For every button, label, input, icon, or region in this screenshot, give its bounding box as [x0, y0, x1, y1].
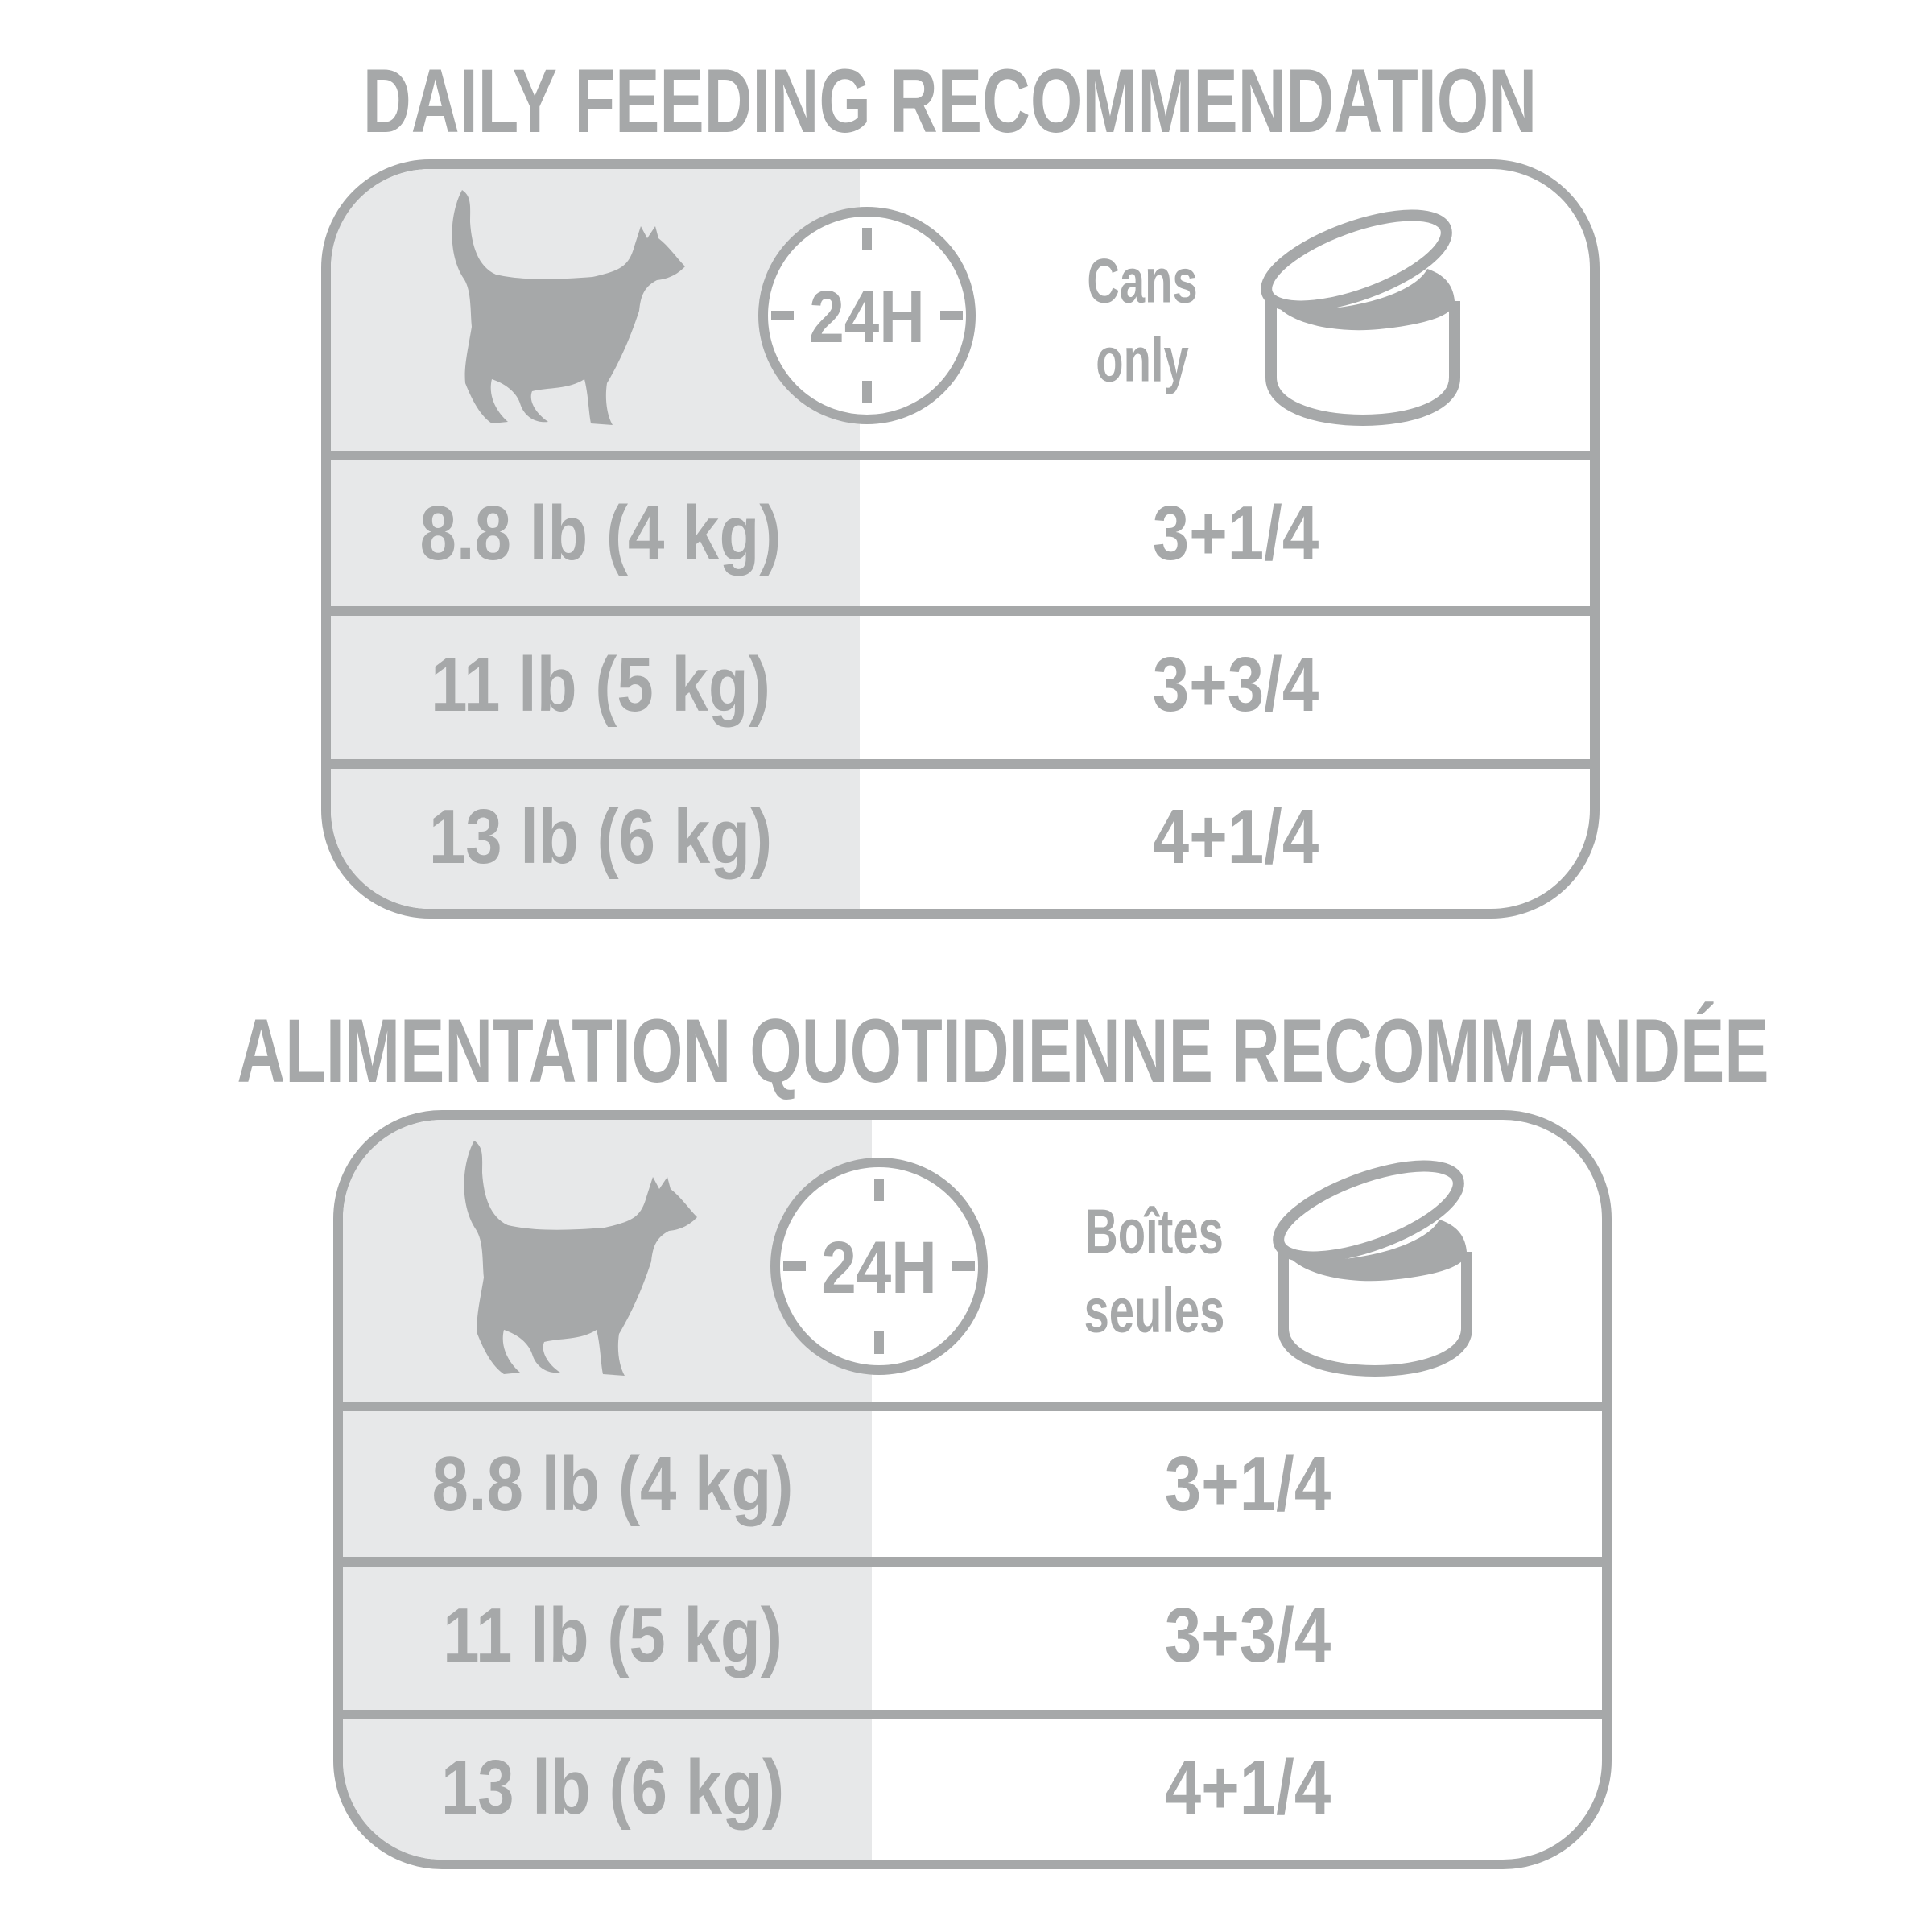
food-type-line-1: Boîtes: [1085, 1195, 1224, 1267]
clock-24h-icon: [770, 1158, 988, 1375]
row-divider: [343, 1402, 1602, 1411]
daily-cans-cell: 3+1/4: [1164, 1441, 1331, 1527]
feeding-table-english: 24H Cans only 8.8 lb (4 kg) 3+1/4 11 lb (5…: [321, 159, 1600, 919]
open-can-icon: [1273, 1160, 1472, 1377]
cat-weight-cell: 8.8 lb (4 kg): [431, 1441, 794, 1527]
cat-weight-cell: 11 lb (5 kg): [431, 642, 770, 728]
clock-24h-icon: [758, 207, 976, 424]
row-divider: [331, 759, 1590, 769]
food-type-line-1: Cans: [1087, 245, 1198, 316]
feeding-table-french: 24H Boîtes seules 8.8 lb (4 kg) 3+1/4 11 l…: [333, 1110, 1612, 1869]
clock-24h-label: 24H: [809, 276, 925, 358]
row-divider: [331, 606, 1590, 616]
cat-weight-cell: 13 lb (6 kg): [440, 1744, 785, 1831]
food-type-label: Cans only: [1087, 242, 1197, 399]
daily-cans-cell: 3+1/4: [1152, 490, 1319, 576]
daily-cans-cell: 4+1/4: [1164, 1744, 1331, 1831]
daily-cans-cell: 3+3/4: [1152, 642, 1319, 728]
cat-weight-cell: 8.8 lb (4 kg): [419, 490, 782, 576]
cat-weight-cell: 13 lb (6 kg): [428, 794, 773, 880]
daily-cans-cell: 3+3/4: [1164, 1592, 1331, 1678]
panel-title-french: ALIMENTATION QUOTIDIENNE RECOMMANDÉE: [237, 1001, 1769, 1101]
row-divider: [343, 1710, 1602, 1719]
cat-icon: [464, 1141, 697, 1376]
food-type-line-2: seules: [1084, 1274, 1225, 1345]
row-divider: [331, 451, 1590, 460]
clock-24h-label: 24H: [821, 1227, 937, 1309]
food-type-line-2: only: [1096, 324, 1189, 394]
food-type-label: Boîtes seules: [1084, 1193, 1225, 1350]
row-divider: [343, 1557, 1602, 1567]
cat-weight-cell: 11 lb (5 kg): [443, 1592, 782, 1678]
daily-cans-cell: 4+1/4: [1152, 794, 1319, 880]
open-can-icon: [1261, 209, 1460, 427]
panel-title-english: DAILY FEEDING RECOMMENDATION: [362, 51, 1538, 151]
cat-icon: [452, 190, 685, 425]
